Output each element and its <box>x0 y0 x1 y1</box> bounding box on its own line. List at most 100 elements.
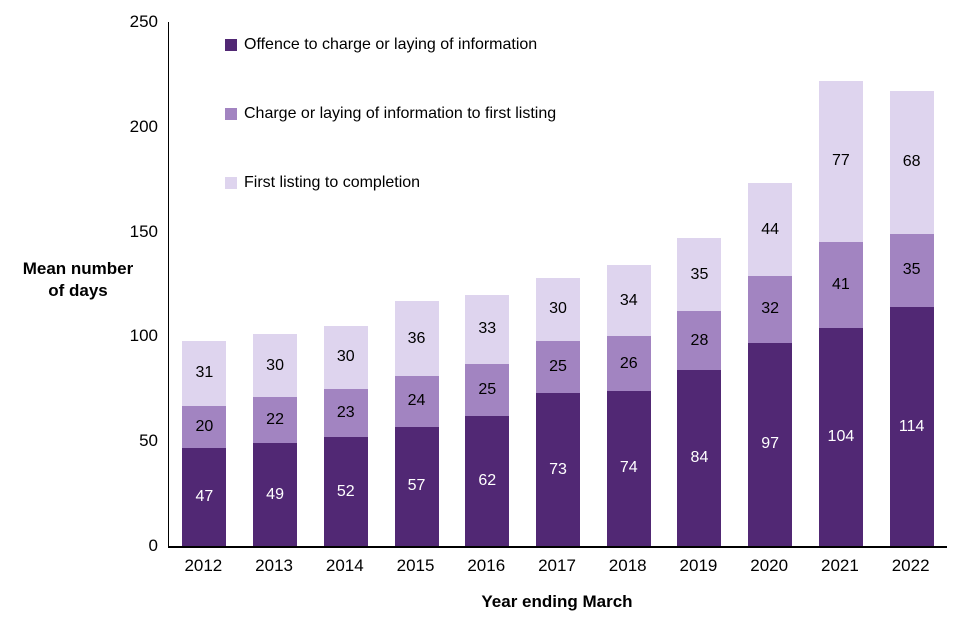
y-tick-label: 0 <box>148 536 158 555</box>
bar-segment: 62 <box>465 416 510 546</box>
bar-segment: 26 <box>606 336 651 391</box>
bar-value-label: 26 <box>619 354 638 372</box>
bar-segment: 24 <box>394 376 439 427</box>
bar-value-label: 30 <box>549 300 567 318</box>
x-tick-label: 2015 <box>396 556 435 575</box>
bar-value-label: 44 <box>761 220 780 238</box>
bar-value-label: 97 <box>761 435 780 453</box>
bar-value-label: 33 <box>478 320 497 338</box>
bar-value-label: 34 <box>619 291 638 309</box>
bar-value-label: 52 <box>336 482 355 500</box>
legend-item: Charge or laying of information to first… <box>225 105 556 123</box>
bar-segment: 35 <box>677 237 722 312</box>
x-tick-label: 2019 <box>679 556 718 575</box>
x-tick-label: 2018 <box>608 556 647 575</box>
y-axis-title-line1: Mean number <box>22 259 134 278</box>
x-axis-title: Year ending March <box>481 592 633 611</box>
bar-value-label: 114 <box>898 417 925 435</box>
bar-value-label: 68 <box>902 153 921 171</box>
bar-value-label: 77 <box>832 152 850 170</box>
bar-2020: 97 32 44 <box>748 183 793 546</box>
y-tick-label: 100 <box>129 326 158 346</box>
bar-value-label: 24 <box>407 392 426 410</box>
bar-segment: 34 <box>606 265 651 337</box>
bar-segment: 31 <box>182 340 227 406</box>
bar-segment: 77 <box>818 80 863 243</box>
bar-2017: 73 25 30 <box>536 277 580 546</box>
y-tick-label: 50 <box>139 431 158 451</box>
bar-value-label: 28 <box>690 331 709 349</box>
bar-segment: 97 <box>748 342 793 546</box>
bar-value-label: 32 <box>761 300 780 318</box>
bar-segment: 33 <box>465 294 510 364</box>
y-tick-label: 200 <box>129 116 158 136</box>
y-tick-label: 250 <box>129 12 158 31</box>
x-tick-label: 2016 <box>467 556 506 575</box>
bar-2013: 49 22 30 <box>253 334 298 546</box>
bar-2012: 47 20 31 <box>182 340 227 546</box>
bar-value-label: 30 <box>336 348 355 366</box>
bar-value-label: 23 <box>336 403 355 421</box>
bar-2015: 57 24 36 <box>394 300 439 546</box>
bar-value-label: 49 <box>266 485 284 503</box>
x-tick-label: 2013 <box>255 556 293 575</box>
bar-value-label: 35 <box>902 261 921 279</box>
bar-segment: 44 <box>748 183 793 276</box>
y-axis-title-line2: of days <box>48 281 108 301</box>
bar-2016: 62 25 33 <box>465 294 510 546</box>
x-tick-label: 2022 <box>891 556 930 575</box>
bar-2021: 104 41 77 <box>818 80 863 546</box>
legend-label: Offence to charge or laying of informati… <box>244 36 538 53</box>
bar-value-label: 104 <box>827 428 855 446</box>
bar-segment: 23 <box>323 388 368 438</box>
bar-segment: 30 <box>323 325 368 389</box>
legend-swatch-icon <box>225 177 237 189</box>
bar-segment: 73 <box>536 393 580 546</box>
legend-label: First listing to completion <box>244 174 421 191</box>
bar-value-label: 35 <box>690 265 709 283</box>
bar-segment: 49 <box>253 443 298 546</box>
bar-segment: 47 <box>182 447 227 546</box>
x-tick-label: 2020 <box>750 556 789 575</box>
bar-value-label: 57 <box>407 477 426 495</box>
bar-value-label: 74 <box>619 459 638 477</box>
bar-segment: 25 <box>465 363 510 417</box>
bar-value-label: 41 <box>832 276 850 294</box>
y-axis-title: Mean number of days <box>2 258 154 302</box>
bar-value-label: 20 <box>195 417 214 435</box>
bar-segment: 30 <box>536 277 580 341</box>
bar-segment: 30 <box>253 334 298 398</box>
x-tick-label: 2012 <box>184 556 223 575</box>
bar-segment: 32 <box>748 275 793 343</box>
bar-value-label: 73 <box>549 460 567 478</box>
bar-value-label: 25 <box>478 380 497 398</box>
bar-segment: 84 <box>677 369 722 546</box>
bar-2018: 74 26 34 <box>606 265 651 546</box>
legend-swatch-icon <box>225 39 237 51</box>
bar-segment: 25 <box>536 340 580 393</box>
bar-segment: 104 <box>818 328 863 546</box>
bar-segment: 52 <box>323 437 368 546</box>
bar-segment: 114 <box>889 307 934 546</box>
x-tick-label: 2014 <box>325 556 364 575</box>
legend-swatch-icon <box>225 108 237 120</box>
bar-segment: 74 <box>606 390 651 546</box>
legend-item: Offence to charge or laying of informati… <box>225 36 556 54</box>
bar-2019: 84 28 35 <box>677 237 722 546</box>
bar-value-label: 25 <box>549 357 567 375</box>
bar-value-label: 84 <box>690 448 709 466</box>
bar-segment: 35 <box>889 233 934 308</box>
bar-value-label: 62 <box>478 472 497 490</box>
bar-value-label: 31 <box>195 364 214 382</box>
bar-value-label: 22 <box>266 411 284 429</box>
x-tick-label: 2017 <box>538 556 576 575</box>
bar-segment: 20 <box>182 405 227 448</box>
y-tick-label: 150 <box>129 221 158 241</box>
bar-value-label: 30 <box>266 356 284 374</box>
bar-2022: 114 35 68 <box>889 91 934 546</box>
bar-value-label: 36 <box>407 329 426 347</box>
bar-2014: 52 23 30 <box>323 325 368 546</box>
bar-segment: 68 <box>889 91 934 234</box>
legend-item: First listing to completion <box>225 174 556 192</box>
